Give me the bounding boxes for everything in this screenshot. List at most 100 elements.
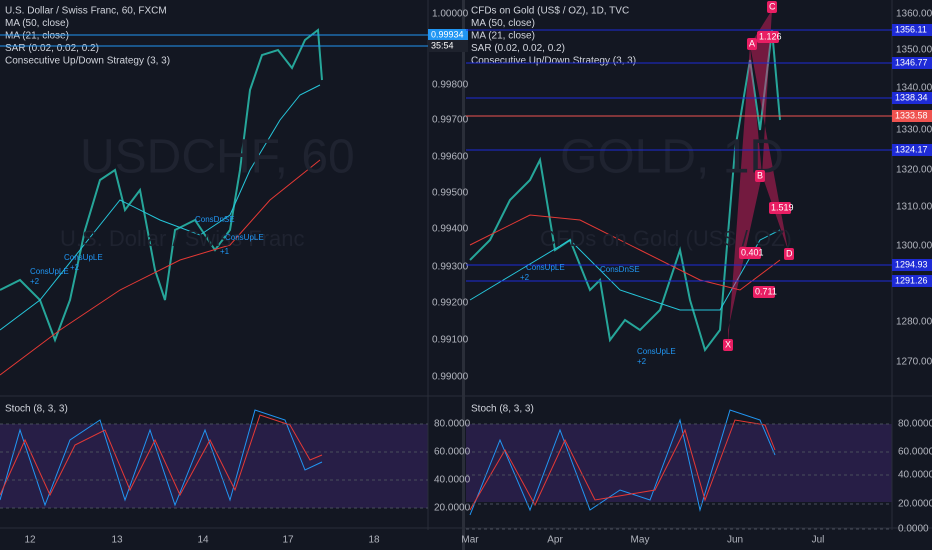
strategy-marker: +1 [220,247,230,256]
stoch-tick-label: 60.0000 [434,447,471,458]
price-label: 1333.58 [895,110,928,120]
price-path [469,29,781,353]
stoch-tick-label: 0.0000 [898,524,929,535]
pattern-label-box [723,339,733,351]
price-label-box [428,29,468,41]
indicator-legend: SAR (0.02, 0.02, 0.2) [471,43,565,54]
price-tick-label: 0.99000 [432,372,469,383]
pattern-shape [728,45,762,345]
date-label: May [631,535,650,546]
date-label: Jul [812,535,825,546]
date-label: 17 [282,535,294,546]
pattern-label: B [757,170,763,180]
symbol-title: U.S. Dollar / Swiss Franc, 60, FXCM [5,6,167,17]
price-tick-label: 1270.00 [896,357,932,368]
stoch-band [0,424,428,508]
pattern-label-box [757,31,779,43]
indicator-legend: Consecutive Up/Down Strategy (3, 3) [471,56,636,67]
stoch-line [469,409,776,516]
price-tick-label: 0.99100 [432,335,469,346]
indicator-legend: MA (50, close) [5,18,69,29]
pattern-label: 0.401 [741,247,764,257]
ma-line [469,214,781,291]
pattern-label-box [755,170,765,182]
price-tick-label: 1340.00 [896,83,932,94]
indicator-legend: SAR (0.02, 0.02, 0.2) [5,43,99,54]
pattern-label-box [747,38,757,50]
stoch-line [469,419,776,511]
price-tick-label: 0.99300 [432,262,469,273]
strategy-marker: ConsDnSE [195,215,235,224]
stoch-tick-label: 20.0000 [434,503,471,514]
stoch-title: Stoch (8, 3, 3) [5,404,68,415]
stoch-tick-label: 20.0000 [898,499,932,510]
ma-line [0,84,321,331]
symbol-title: CFDs on Gold (US$ / OZ), 1D, TVC [471,6,629,17]
strategy-marker: ConsUpLE [30,267,69,276]
stoch-tick-label: 40.0000 [434,475,471,486]
strategy-marker: ConsUpLE [225,233,264,242]
price-label: 1356.11 [895,24,927,34]
date-label: 18 [368,535,380,546]
price-label-box [892,259,932,271]
price-label: 35:54 [431,40,454,50]
price-tick-label: 1330.00 [896,125,932,136]
strategy-marker: +2 [637,357,647,366]
pattern-shape [750,10,788,250]
strategy-marker: ConsUpLE [637,347,676,356]
price-label-box [892,92,932,104]
strategy-marker: +2 [30,277,40,286]
watermark: U.S. Dollar / Swiss Franc [60,226,305,251]
price-tick-label: 1350.00 [896,45,932,56]
date-label: Jun [727,535,743,546]
price-tick-label: 0.99200 [432,298,469,309]
pattern-label: A [749,38,755,48]
date-label: 13 [111,535,123,546]
pattern-label: 1.519 [771,202,794,212]
price-tick-label: 1320.00 [896,165,932,176]
watermark: USDCHF, 60 [80,131,355,184]
indicator-legend: Consecutive Up/Down Strategy (3, 3) [5,56,170,67]
strategy-marker: ConsUpLE [64,253,103,262]
pattern-label-box [753,286,775,298]
price-label-box [892,24,932,36]
watermark: CFDs on Gold (US$ / OZ) [540,226,792,251]
price-tick-label: 1.00000 [432,9,469,20]
price-label-box [892,110,932,122]
price-label: 0.99934 [431,29,464,39]
pattern-label: C [769,1,776,11]
price-label-box [428,40,468,52]
strategy-marker: +2 [520,273,530,282]
stoch-tick-label: 40.0000 [898,470,932,481]
price-tick-label: 1310.00 [896,202,932,213]
price-tick-label: 1300.00 [896,241,932,252]
indicator-legend: MA (21, close) [5,31,69,42]
price-tick-label: 0.99600 [432,152,469,163]
pattern-label: D [786,248,793,258]
stoch-band [466,424,892,502]
price-label: 1346.77 [895,57,928,67]
pattern-label: 1.126 [759,31,782,41]
pattern-label-box [767,1,777,13]
price-label: 1291.26 [895,275,928,285]
pattern-label-box [784,248,794,260]
price-label: 1324.17 [895,144,928,154]
stoch-tick-label: 80.0000 [898,419,932,430]
price-label-box [892,144,932,156]
pattern-label: X [725,339,731,349]
price-label-box [892,275,932,287]
date-label: Apr [547,535,563,546]
strategy-marker: ConsUpLE [526,263,565,272]
watermark: GOLD, 1D [560,131,784,184]
indicator-legend: MA (50, close) [471,18,535,29]
price-tick-label: 0.99800 [432,80,469,91]
stoch-line [0,414,323,497]
price-tick-label: 1280.00 [896,317,932,328]
pattern-label-box [739,247,761,259]
stoch-title: Stoch (8, 3, 3) [471,404,534,415]
indicator-legend: MA (21, close) [471,31,535,42]
pattern-label-box [769,202,791,214]
strategy-marker: +2 [70,263,80,272]
